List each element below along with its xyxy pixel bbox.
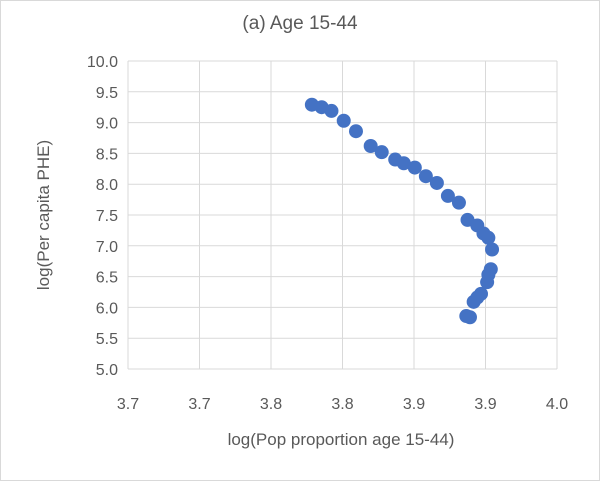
data-point xyxy=(459,309,474,324)
y-tick-label: 9.0 xyxy=(96,116,118,133)
data-point xyxy=(480,275,495,290)
y-tick-label: 6.0 xyxy=(96,300,118,317)
y-tick-label: 9.5 xyxy=(96,85,118,102)
y-tick-label: 7.5 xyxy=(96,208,118,225)
y-tick-label: 8.5 xyxy=(96,146,118,163)
y-tick-label: 7.0 xyxy=(96,239,118,256)
data-point xyxy=(363,139,378,154)
y-tick-label: 5.0 xyxy=(96,362,118,379)
y-tick-label: 5.5 xyxy=(96,331,118,348)
x-tick-label: 3.7 xyxy=(117,396,139,413)
y-tick-label: 8.0 xyxy=(96,177,118,194)
y-tick-label: 10.0 xyxy=(87,54,118,71)
data-point xyxy=(396,156,411,171)
data-point xyxy=(440,188,455,203)
data-point xyxy=(418,169,433,184)
x-tick-label: 3.8 xyxy=(260,396,282,413)
data-point xyxy=(336,113,351,128)
x-axis-tick-labels: 3.7 3.7 3.8 3.8 3.9 3.9 4.0 xyxy=(117,396,568,413)
gridlines xyxy=(127,60,558,370)
data-point xyxy=(466,294,481,309)
data-point xyxy=(374,145,389,160)
y-axis-label: log(Per capita PHE) xyxy=(34,140,53,290)
data-points xyxy=(304,97,500,325)
data-point xyxy=(407,160,422,175)
x-tick-label: 3.9 xyxy=(474,396,496,413)
x-axis-label: log(Pop proportion age 15-44) xyxy=(228,430,455,449)
x-tick-label: 4.0 xyxy=(546,396,568,413)
y-axis-tick-labels: 5.0 5.5 6.0 6.5 7.0 7.5 8.0 8.5 9.0 9.5 10.0 xyxy=(87,54,118,379)
data-point xyxy=(485,242,500,257)
x-tick-label: 3.7 xyxy=(188,396,210,413)
x-tick-label: 3.8 xyxy=(331,396,353,413)
y-tick-label: 6.5 xyxy=(96,270,118,287)
data-point xyxy=(451,195,466,210)
data-point xyxy=(348,124,363,139)
data-point xyxy=(324,103,339,118)
data-point xyxy=(481,230,496,245)
data-point xyxy=(429,175,444,190)
x-tick-label: 3.9 xyxy=(403,396,425,413)
chart-title: (a) Age 15-44 xyxy=(242,13,358,34)
